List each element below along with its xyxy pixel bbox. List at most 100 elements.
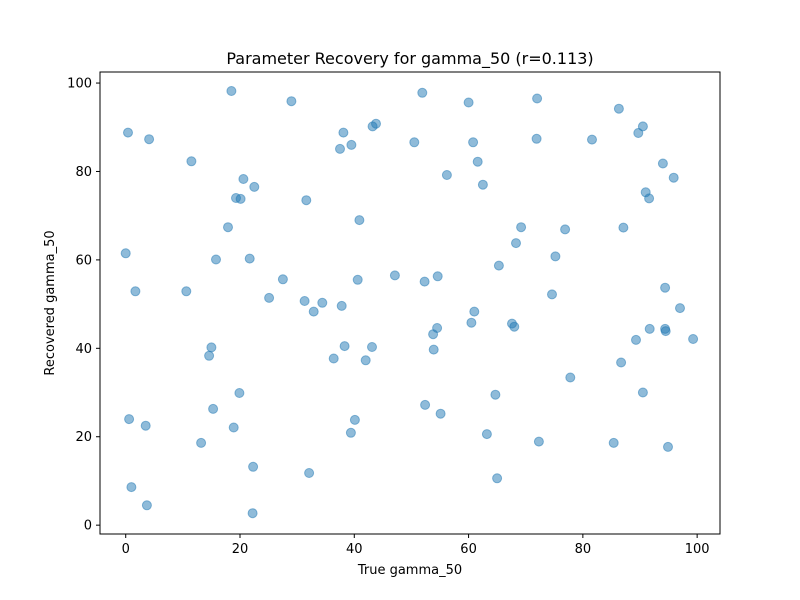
data-point [234, 388, 245, 398]
plot-frame [99, 71, 721, 535]
data-point [432, 271, 443, 282]
data-point [668, 172, 679, 183]
data-point [244, 253, 255, 264]
x-tick-label: 20 [232, 542, 249, 557]
data-point [675, 303, 685, 314]
data-point [345, 427, 356, 438]
data-point [349, 414, 360, 425]
y-tick-label: 80 [75, 165, 92, 180]
data-point [389, 270, 400, 281]
data-point [208, 403, 219, 414]
data-point [140, 420, 151, 431]
data-point [346, 139, 357, 150]
x-tick-label: 60 [460, 542, 477, 557]
data-point [228, 422, 239, 433]
data-point [663, 441, 673, 452]
data-point [688, 334, 699, 344]
data-point [130, 286, 141, 297]
data-point [468, 137, 479, 148]
x-tick-label: 80 [575, 542, 592, 557]
data-point [308, 306, 319, 317]
data-point [608, 437, 619, 448]
data-point [196, 437, 207, 448]
data-point [637, 387, 648, 398]
data-point [336, 300, 347, 311]
data-point [587, 134, 597, 145]
y-tick-label: 40 [75, 342, 92, 357]
data-point [354, 215, 365, 226]
data-point [371, 118, 381, 129]
data-point [633, 128, 644, 138]
data-point [248, 461, 259, 472]
data-point [299, 296, 310, 306]
data-point [328, 353, 339, 364]
data-point [247, 508, 258, 519]
plot-area [120, 86, 699, 519]
data-point [367, 342, 377, 352]
data-point [277, 274, 288, 285]
data-point [547, 289, 557, 300]
y-axis-label: Recovered gamma_50 [43, 230, 58, 375]
data-point [511, 238, 521, 249]
data-point [660, 282, 671, 293]
data-point [631, 334, 641, 345]
data-point [226, 86, 237, 96]
x-axis: 0 20 40 60 80 100 [122, 534, 710, 557]
data-point [335, 143, 345, 154]
data-point [249, 181, 260, 192]
data-point [428, 329, 439, 340]
x-tick-label: 100 [685, 542, 710, 557]
data-point [616, 357, 627, 368]
data-point [472, 156, 483, 167]
data-point [493, 260, 504, 271]
data-point [481, 429, 492, 440]
data-point [613, 103, 624, 114]
data-point [264, 292, 275, 303]
y-tick-label: 0 [84, 519, 92, 534]
y-tick-label: 60 [75, 253, 92, 268]
data-point [533, 436, 544, 447]
data-point [469, 306, 480, 317]
data-point [550, 251, 561, 262]
data-point [417, 87, 428, 98]
data-point [420, 399, 431, 410]
data-point [419, 276, 430, 287]
data-point [238, 174, 249, 184]
data-point [123, 127, 133, 138]
data-point [644, 193, 655, 204]
data-point [516, 222, 527, 233]
data-point [477, 179, 488, 190]
y-tick-label: 100 [67, 77, 92, 92]
data-point [657, 158, 668, 169]
data-point [466, 317, 477, 328]
x-tick-label: 40 [346, 542, 363, 557]
data-point [618, 222, 629, 233]
data-point [409, 137, 420, 148]
data-point [660, 326, 671, 337]
data-point [338, 127, 349, 138]
data-point [223, 222, 233, 233]
data-point [126, 482, 137, 493]
data-point [301, 195, 312, 206]
data-point [339, 341, 350, 352]
x-tick-label: 0 [122, 542, 130, 557]
data-point [560, 224, 571, 235]
data-point [124, 414, 135, 425]
data-point [360, 355, 371, 366]
data-point [441, 170, 452, 180]
data-point [141, 500, 152, 511]
y-tick-label: 20 [75, 430, 92, 445]
data-point [304, 468, 315, 478]
data-point [490, 389, 501, 400]
data-point [186, 156, 197, 167]
data-point [565, 372, 576, 383]
data-point [352, 274, 363, 285]
y-axis: 0 20 40 60 80 100 [67, 77, 100, 534]
data-point [206, 342, 217, 353]
data-point [235, 193, 246, 204]
data-point [531, 133, 542, 144]
data-point [204, 350, 215, 361]
data-point [211, 254, 221, 265]
data-point [286, 96, 297, 107]
